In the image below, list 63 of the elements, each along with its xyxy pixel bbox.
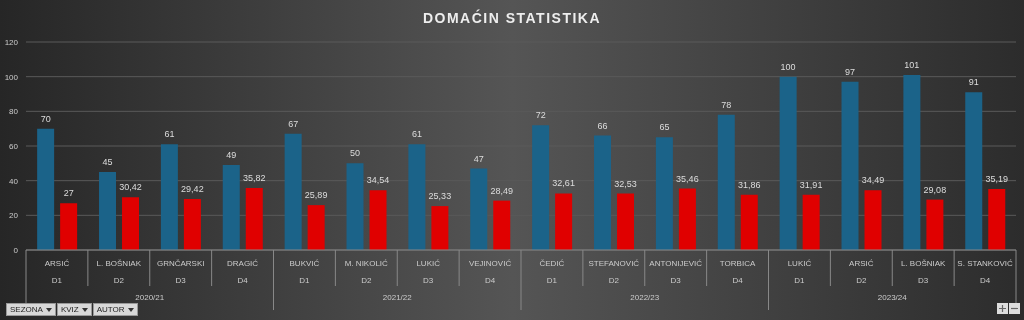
x-tick-label: DRAGIĆ D4 xyxy=(227,259,259,285)
data-label: 50 xyxy=(350,148,361,159)
y-tick-label: 0 xyxy=(13,245,19,255)
data-label: 72 xyxy=(535,110,546,121)
data-label: 34,49 xyxy=(861,175,885,186)
data-label: 78 xyxy=(721,99,732,110)
text: AUTOR xyxy=(96,305,125,314)
data-label: 70 xyxy=(40,113,51,124)
x-tick-label: VEJINOVIĆ D4 xyxy=(468,259,512,285)
x-tick-label: S. STANKOVIĆ D4 xyxy=(957,259,1013,285)
data-label: 28,49 xyxy=(490,185,514,196)
data-label: 35,82 xyxy=(243,172,266,183)
y-tick-label: 120 xyxy=(4,37,19,47)
x-tick-label: ANTONIJEVIĆ D3 xyxy=(649,259,703,285)
x-tick-label: ČEDIĆ D1 xyxy=(539,259,565,285)
y-tick-label: 60 xyxy=(9,141,19,151)
data-label: 65 xyxy=(659,122,670,133)
data-label: 61 xyxy=(411,129,422,140)
data-label: 32,53 xyxy=(614,178,637,189)
text: 2021/22 xyxy=(382,293,413,302)
text: 2020/21 xyxy=(135,293,165,302)
text: SEZONA xyxy=(10,305,43,314)
data-label: 67 xyxy=(288,118,299,129)
data-label: 61 xyxy=(164,129,175,140)
y-tick-label: 100 xyxy=(4,72,19,82)
x-tick-label: ARSIĆ D1 xyxy=(44,259,70,285)
data-label: 32,61 xyxy=(552,178,575,189)
data-label: 49 xyxy=(226,150,237,161)
data-label: 31,91 xyxy=(799,179,823,190)
y-tick-label: 20 xyxy=(9,211,19,221)
x-tick-label: TORBICA D4 xyxy=(719,259,756,285)
data-label: 25,33 xyxy=(428,191,452,202)
data-label: 29,42 xyxy=(181,184,204,195)
data-label: 35,19 xyxy=(985,174,1009,184)
y-tick-label: 80 xyxy=(9,107,19,117)
data-label: 27 xyxy=(63,188,74,199)
x-tick-label: STEFANOVIĆ D2 xyxy=(588,259,640,285)
data-label: 100 xyxy=(780,61,796,72)
x-tick-label: L. BOŠNIAK D2 xyxy=(96,259,142,285)
x-tick-label: GRNČARSKI D3 xyxy=(156,259,205,285)
x-tick-label: ARSIĆ D2 xyxy=(849,259,874,285)
x-tick-label: M. NIKOLIĆ D2 xyxy=(344,259,389,285)
data-label: 35,46 xyxy=(676,173,699,184)
x-tick-label: L. BOŠNIAK D3 xyxy=(900,259,947,285)
data-label: 30,42 xyxy=(119,182,142,193)
data-label: 47 xyxy=(473,153,484,164)
data-label: 66 xyxy=(597,120,608,131)
data-label: 34,54 xyxy=(366,175,390,186)
data-label: 29,08 xyxy=(923,184,947,195)
data-label: 101 xyxy=(904,59,920,70)
x-tick-label: BUKVIĆ D1 xyxy=(289,259,320,285)
chart-title: DOMAĆIN STATISTIKA xyxy=(421,10,603,26)
y-tick-label: 40 xyxy=(9,176,19,186)
data-label: 45 xyxy=(102,157,113,167)
text: 2022/23 xyxy=(630,293,660,302)
text: KVIZ xyxy=(60,305,79,314)
data-label: 25,89 xyxy=(304,190,328,201)
text: 2023/24 xyxy=(877,293,908,302)
data-label: 97 xyxy=(845,66,856,77)
data-label: 91 xyxy=(968,77,979,88)
data-label: 31,86 xyxy=(738,179,761,190)
x-tick-label: LUKIĆ D3 xyxy=(416,259,441,285)
x-tick-label: LUKIĆ D1 xyxy=(787,259,812,285)
